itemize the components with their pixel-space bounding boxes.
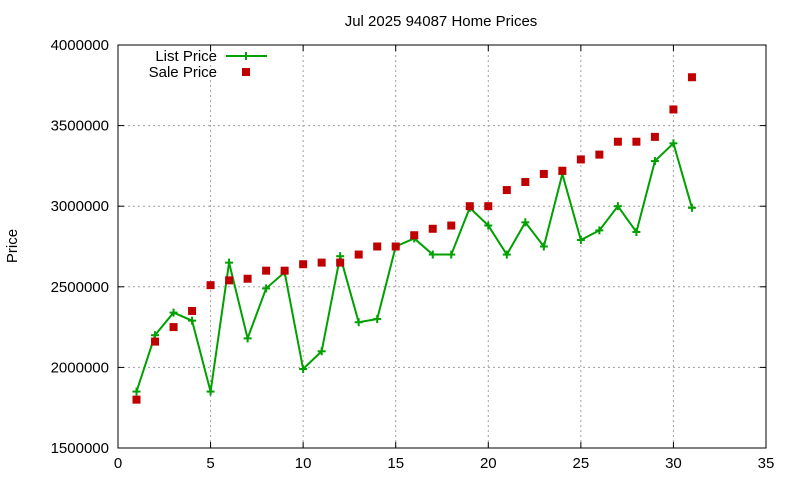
x-tick-label: 35 (758, 455, 775, 472)
list-price-point (373, 315, 382, 324)
x-tick-label: 30 (665, 455, 682, 472)
sale-price-point (336, 258, 345, 267)
sale-price-point (225, 276, 234, 285)
list-price-point (687, 203, 696, 212)
series (132, 73, 696, 404)
sale-price-point (243, 274, 252, 283)
list-price-point (595, 226, 604, 235)
sale-price-point (687, 73, 696, 82)
list-price-point (243, 334, 252, 343)
sale-price-point (280, 266, 289, 275)
x-tick-label: 5 (206, 455, 214, 472)
chart-title: Jul 2025 94087 Home Prices (345, 13, 538, 30)
y-tick-label: 3000000 (51, 198, 109, 215)
y-tick-label: 4000000 (51, 37, 109, 54)
list-price-point (299, 365, 308, 374)
list-price-point (188, 316, 197, 325)
y-axis-label: Price (4, 229, 21, 263)
list-price-point (539, 242, 548, 251)
legend-marker-list-price (242, 52, 250, 60)
y-tick-label: 2500000 (51, 279, 109, 296)
grid (118, 45, 766, 448)
list-price-point (132, 387, 141, 396)
list-price-point (428, 250, 437, 259)
sale-price-point (447, 221, 456, 230)
x-tick-label: 10 (295, 455, 312, 472)
y-tick-label: 1500000 (51, 440, 109, 457)
sale-price-point (373, 242, 382, 251)
sale-price-point (188, 306, 197, 315)
sale-price-point (262, 266, 271, 275)
sale-price-point (410, 231, 419, 240)
list-price-point (669, 139, 678, 148)
sale-price-point (206, 281, 215, 290)
list-price-point (521, 218, 530, 227)
sale-price-point (484, 202, 493, 211)
y-tick-label: 2000000 (51, 359, 109, 376)
sale-price-point (558, 166, 567, 175)
sale-price-point (502, 186, 511, 195)
legend-marker-sale-price (242, 68, 250, 76)
x-tick-label: 20 (480, 455, 497, 472)
sale-price-point (669, 105, 678, 114)
sale-price-point (391, 242, 400, 251)
list-price-line (135, 141, 693, 392)
sale-price-point (132, 395, 141, 404)
list-price-point (225, 258, 234, 267)
plot-frame (117, 44, 767, 449)
sale-price-point (299, 260, 308, 269)
sale-price-point (613, 137, 622, 146)
sale-price-point (151, 337, 160, 346)
list-price-series (132, 139, 696, 396)
sale-price-point (317, 258, 326, 267)
sale-price-series (132, 73, 696, 404)
list-price-point (317, 347, 326, 356)
x-tick-label: 0 (114, 455, 122, 472)
sale-price-point (632, 137, 641, 146)
sale-price-point (169, 323, 178, 332)
sale-price-point (539, 169, 548, 178)
list-price-point (206, 387, 215, 396)
legend-label-list-price: List Price (155, 48, 217, 65)
sale-price-point (354, 250, 363, 259)
list-price-point (262, 284, 271, 293)
list-price-point (650, 157, 659, 166)
list-price-point (484, 221, 493, 230)
sale-price-point (576, 155, 585, 164)
legend-label-sale-price: Sale Price (149, 64, 217, 81)
x-tick-label: 25 (573, 455, 590, 472)
list-price-point (576, 236, 585, 245)
sale-price-point (521, 178, 530, 187)
list-price-point (169, 308, 178, 317)
list-price-point (447, 250, 456, 259)
list-price-point (632, 227, 641, 236)
sale-price-point (428, 224, 437, 233)
list-price-point (354, 318, 363, 327)
list-price-point (502, 250, 511, 259)
sale-price-point (595, 150, 604, 159)
sale-price-point (465, 202, 474, 211)
y-tick-label: 3500000 (51, 118, 109, 135)
axes: 0 5 10 15 20 25 30 35 1500000 2000000 2500000 30000… (51, 37, 775, 472)
sale-price-point (650, 132, 659, 141)
x-tick-label: 15 (387, 455, 404, 472)
list-price-point (613, 202, 622, 211)
